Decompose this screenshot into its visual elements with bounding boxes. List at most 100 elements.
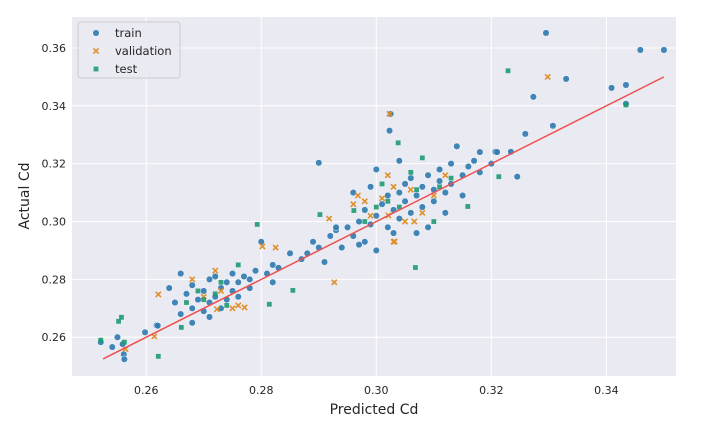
- x-tick-label: 0.28: [249, 384, 274, 397]
- train-point: [251, 267, 260, 275]
- series-test: [98, 68, 629, 359]
- x-tick-label: 0.34: [594, 384, 619, 397]
- train-point: [372, 246, 380, 255]
- train-point: [200, 287, 208, 295]
- train-point: [194, 296, 202, 304]
- train-point: [286, 249, 294, 257]
- validation-point: [367, 212, 374, 219]
- test-point: [317, 212, 323, 217]
- y-ticks: 0.26 0.28 0.30 0.32 0.34 0.36: [42, 42, 67, 344]
- test-point: [351, 208, 357, 213]
- train-point: [113, 333, 121, 341]
- validation-point: [241, 304, 248, 311]
- test-point: [266, 301, 272, 307]
- test-point: [195, 288, 201, 294]
- test-point: [414, 187, 419, 193]
- train-point: [177, 270, 185, 278]
- test-point: [465, 204, 471, 209]
- train-point: [418, 203, 426, 211]
- train-point: [395, 215, 403, 223]
- y-tick-label: 0.30: [42, 216, 67, 229]
- train-point: [622, 81, 630, 89]
- legend-label-train: train: [115, 26, 142, 40]
- train-point: [493, 148, 501, 156]
- validation-point: [213, 306, 221, 313]
- test-point: [419, 155, 425, 161]
- test-point: [396, 204, 402, 210]
- train-point: [355, 241, 363, 249]
- train-point: [188, 281, 196, 289]
- train-point: [424, 223, 432, 231]
- test-point: [98, 337, 104, 343]
- train-point: [407, 174, 415, 182]
- train-point: [228, 270, 237, 278]
- y-tick-label: 0.34: [42, 100, 67, 113]
- train-point: [361, 206, 369, 214]
- test-point: [121, 339, 127, 345]
- train-point: [424, 171, 432, 179]
- train-point: [182, 290, 191, 298]
- train-point: [608, 84, 616, 92]
- test-point: [254, 222, 260, 227]
- train-point: [309, 238, 317, 246]
- train-point: [542, 29, 550, 37]
- y-tick-label: 0.28: [42, 273, 67, 286]
- train-point: [384, 191, 392, 200]
- train-point: [549, 122, 557, 130]
- train-point: [188, 319, 196, 327]
- validation-point: [378, 195, 386, 202]
- x-tick-label: 0.30: [364, 384, 389, 397]
- validation-point: [229, 305, 236, 312]
- validation-point: [331, 279, 338, 286]
- validation-point: [259, 243, 266, 250]
- train-point: [636, 46, 644, 54]
- validation-point: [350, 201, 357, 208]
- train-point: [343, 223, 352, 231]
- train-point: [529, 93, 537, 101]
- train-point: [120, 355, 128, 363]
- test-point: [119, 314, 124, 320]
- validation-point: [361, 198, 368, 205]
- train-point: [378, 200, 386, 208]
- y-axis-label: Actual Cd: [17, 163, 33, 230]
- test-point: [448, 175, 454, 181]
- data-points: [97, 29, 668, 363]
- train-point: [366, 183, 375, 191]
- train-point: [395, 189, 403, 197]
- train-point: [476, 148, 484, 156]
- train-point: [521, 130, 529, 138]
- train-point: [211, 272, 219, 281]
- test-point: [201, 297, 207, 303]
- train-point: [372, 165, 380, 174]
- validation-point: [384, 172, 391, 179]
- train-point: [338, 244, 346, 252]
- test-point: [623, 102, 629, 108]
- validation-point: [544, 73, 551, 81]
- train-point: [470, 157, 478, 165]
- legend-marker-train: [92, 29, 100, 37]
- train-point: [385, 127, 394, 135]
- train-point: [315, 159, 323, 167]
- train-point: [177, 310, 185, 318]
- train-point: [205, 275, 214, 283]
- train-point: [513, 173, 521, 181]
- y-tick-label: 0.32: [42, 158, 67, 171]
- validation-point: [235, 302, 242, 309]
- validation-point: [401, 218, 409, 225]
- train-point: [413, 191, 421, 200]
- train-point: [326, 232, 334, 240]
- test-point: [155, 353, 161, 359]
- validation-point: [442, 172, 449, 179]
- train-point: [165, 284, 173, 292]
- train-point: [269, 261, 277, 269]
- legend-label-validation: validation: [115, 44, 172, 58]
- legend: train validation test: [77, 21, 181, 79]
- validation-point: [155, 291, 162, 298]
- test-point: [218, 279, 224, 285]
- train-point: [562, 75, 570, 83]
- test-point: [178, 325, 184, 330]
- validation-point: [386, 110, 393, 118]
- legend-marker-validation: [92, 47, 100, 55]
- train-point: [246, 275, 254, 283]
